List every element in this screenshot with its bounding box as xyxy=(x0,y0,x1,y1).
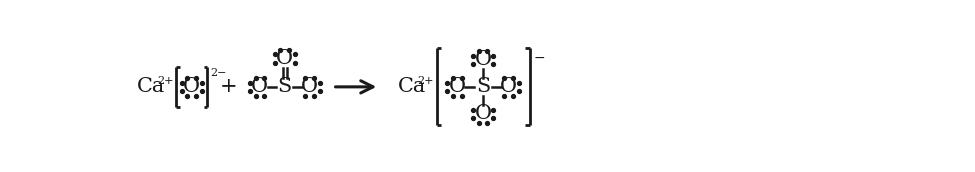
Text: Ca: Ca xyxy=(137,77,166,96)
Text: O: O xyxy=(448,77,466,96)
Text: S: S xyxy=(278,77,292,96)
Text: +: + xyxy=(220,77,238,96)
Text: O: O xyxy=(500,77,517,96)
Text: O: O xyxy=(475,104,491,123)
Text: −: − xyxy=(533,51,545,65)
Text: O: O xyxy=(252,77,268,96)
Text: S: S xyxy=(476,77,490,96)
Text: O: O xyxy=(475,50,491,69)
Text: O: O xyxy=(301,77,318,96)
Text: 2−: 2− xyxy=(211,68,227,78)
Text: 2+: 2+ xyxy=(157,77,174,87)
Text: O: O xyxy=(183,77,200,96)
Text: 2+: 2+ xyxy=(417,77,434,87)
Text: O: O xyxy=(276,49,293,68)
Text: Ca: Ca xyxy=(398,77,426,96)
